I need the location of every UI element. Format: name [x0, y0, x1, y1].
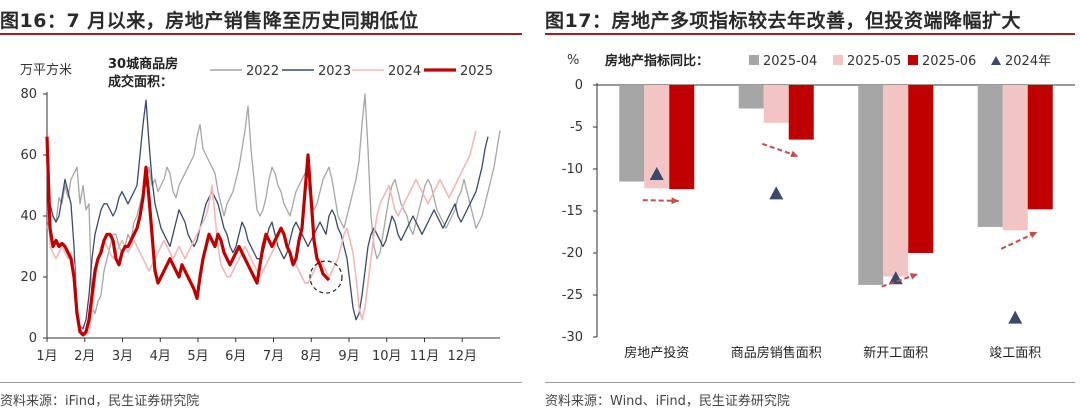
x-tick-label: 11月: [410, 349, 440, 364]
bar-2025-06: [908, 85, 934, 253]
highlight-circle: [309, 260, 343, 294]
trend-arrow-head: [671, 197, 679, 205]
right-chart-panel: 图17：房地产多项指标较去年改善，但投资端降幅扩大 % 0 -5 -10 -15 -20 -…: [545, 0, 1080, 418]
legend-swatch-2025-04: [749, 55, 759, 65]
bar-2025-06: [1027, 85, 1053, 210]
category-label: 房地产投资: [624, 345, 689, 361]
bar-2025-06: [788, 85, 814, 140]
trend-arrow-line: [761, 142, 799, 158]
y-tick-label: 60: [20, 148, 37, 163]
y-tick-label: 0: [575, 78, 583, 93]
left-source-rule: [0, 382, 522, 383]
right-bar-chart: % 0 -5 -10 -15 -20 -25 -30 房地产指标同比： 2025-04 2025-0…: [562, 53, 1075, 361]
x-tick-label: 5月: [187, 349, 208, 364]
x-tick-label: 1月: [36, 349, 57, 364]
marker-2024: [649, 167, 664, 181]
y-axis-label: %: [567, 53, 579, 68]
trend-arrow-head: [790, 150, 799, 158]
bar-2025-04: [738, 85, 764, 109]
annotation-line: 30城商品房: [108, 56, 178, 72]
bar-2025-04: [619, 85, 645, 182]
bar-2025-04: [858, 85, 884, 285]
trend-arrow-head: [1029, 231, 1038, 239]
legend-label-2025-05: 2025-05: [847, 54, 901, 69]
right-source-rule: [545, 382, 1075, 383]
right-title-rule: [545, 33, 1075, 35]
legend-label-2025: 2025: [460, 64, 493, 79]
trend-arrow-line: [881, 273, 919, 288]
bar-2025-05: [1002, 85, 1028, 231]
y-tick-label: -10: [562, 162, 583, 177]
y-tick-label: -5: [570, 120, 583, 135]
series-line-2025: [45, 136, 331, 337]
y-tick-label: -30: [562, 330, 583, 345]
bar-2025-06: [669, 85, 695, 190]
series-line-2024: [46, 130, 477, 336]
x-tick-label: 2月: [74, 349, 95, 364]
y-tick-label: 20: [20, 270, 37, 285]
legend-label-2024: 2024: [388, 64, 421, 79]
legend-title: 房地产指标同比：: [605, 53, 709, 69]
legend-label-2025-04: 2025-04: [763, 54, 817, 69]
series-line-2023: [46, 99, 489, 330]
x-tick-label: 3月: [112, 349, 133, 364]
x-tick-label: 10月: [372, 349, 402, 364]
y-tick-label: 80: [20, 87, 37, 102]
legend-swatch-2025-06: [908, 55, 918, 65]
y-tick-label: 0: [29, 331, 37, 346]
x-tick-label: 8月: [301, 349, 322, 364]
x-tick-label: 4月: [150, 349, 171, 364]
left-chart-panel: 图16：7 月以来，房地产销售降至历史同期低位 万平方米 30城商品房 成交面积： 0…: [0, 0, 528, 418]
y-tick-label: -25: [562, 288, 583, 303]
x-tick-label: 9月: [338, 349, 359, 364]
legend-label-2024年: 2024年: [1005, 54, 1051, 69]
x-tick-label: 6月: [225, 349, 246, 364]
marker-2024: [1008, 310, 1023, 324]
series-line-2022: [46, 93, 501, 315]
left-source: 资料来源：iFind，民生证券研究院: [0, 394, 200, 409]
category-label: 竣工面积: [989, 346, 1041, 361]
bar-2025-05: [883, 85, 909, 277]
trend-arrow-line: [642, 199, 679, 202]
x-tick-label: 7月: [263, 349, 284, 364]
marker-2024: [769, 186, 784, 200]
left-chart-title: 图16：7 月以来，房地产销售降至历史同期低位: [0, 10, 419, 32]
y-tick-label: -15: [562, 204, 583, 219]
y-axis-label: 万平方米: [20, 62, 72, 78]
bar-2025-04: [977, 85, 1003, 227]
y-tick-label: -20: [562, 246, 583, 261]
category-label: 新开工面积: [863, 345, 928, 361]
right-chart-title: 图17：房地产多项指标较去年改善，但投资端降幅扩大: [545, 10, 1021, 32]
right-source: 资料来源：Wind、iFind，民生证券研究院: [545, 394, 790, 409]
legend-label-2022: 2022: [246, 64, 279, 79]
left-title-rule: [0, 33, 522, 35]
legend-label-2025-06: 2025-06: [922, 54, 976, 69]
legend-marker-swatch: [991, 56, 1001, 65]
annotation-line: 成交面积：: [108, 74, 173, 90]
category-label: 商品房销售面积: [731, 345, 822, 361]
x-tick-label: 12月: [447, 349, 477, 364]
legend-swatch-2025-05: [833, 55, 843, 65]
legend-label-2023: 2023: [318, 64, 351, 79]
trend-arrow-head: [909, 273, 918, 280]
bar-2025-05: [763, 85, 789, 123]
y-tick-label: 40: [20, 209, 37, 224]
